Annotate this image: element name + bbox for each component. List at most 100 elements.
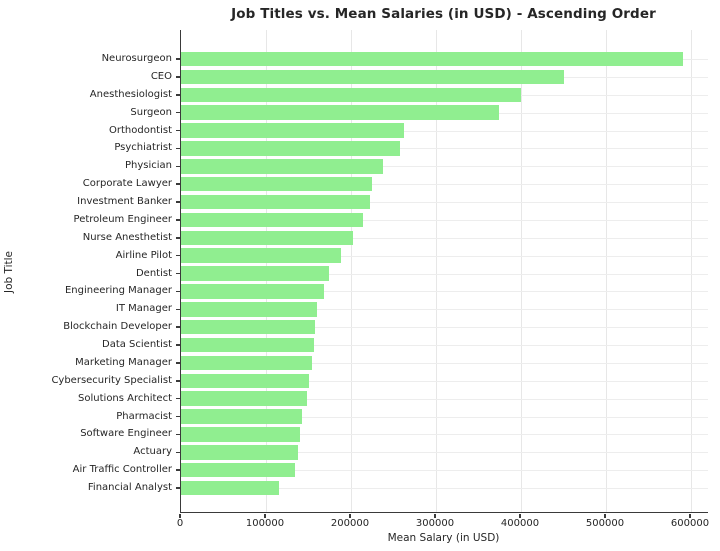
y-tick-label: Data Scientist [102,339,172,350]
bar [181,284,324,299]
y-tick-label: Financial Analyst [87,482,172,493]
bar [181,248,341,263]
gridline-horizontal [181,219,708,221]
y-tick-label: Neurosurgeon [101,53,172,64]
y-tick-mark [176,397,180,400]
bar [181,159,384,174]
y-tick-mark [176,165,180,167]
gridline-vertical [521,30,522,512]
y-tick-label: Petroleum Engineer [73,213,172,225]
y-tick-mark [176,487,180,489]
y-tick-mark [176,415,180,418]
bar [181,445,299,460]
gridline-horizontal [181,273,708,275]
gridline-horizontal [181,434,708,436]
bar [181,409,302,424]
y-tick-mark [176,326,180,328]
bar [181,105,499,120]
bar [181,123,404,138]
gridline-vertical [606,30,607,512]
bar [181,355,312,371]
y-tick-mark [176,76,180,78]
x-axis-label: Mean Salary (in USD) [387,532,500,544]
gridline-vertical [691,30,692,512]
y-tick-label: Dentist [135,267,172,279]
y-tick-mark [176,183,180,185]
y-tick-label: Anesthesiologist [89,88,172,100]
y-tick-label: Pharmacist [116,410,172,422]
y-tick-label: Air Traffic Controller [72,464,172,476]
bar [181,462,295,478]
y-tick-label: Nurse Anesthetist [82,231,172,243]
y-tick-mark [176,58,180,60]
gridline-horizontal [181,255,708,257]
plot-area [180,30,708,513]
y-tick-label: Actuary [133,446,172,458]
gridline-horizontal [181,416,708,418]
bar [181,373,309,388]
x-tick-mark [604,513,606,518]
gridline-horizontal [181,362,708,364]
x-tick-mark [519,513,521,518]
gridline-horizontal [181,309,708,311]
y-tick-label: Orthodontist [109,124,172,136]
y-tick-mark [176,237,180,239]
y-tick-label: Airline Pilot [115,249,172,261]
x-tick-label: 300000 [415,518,455,529]
gridline-horizontal [181,166,708,168]
bar [181,212,363,228]
y-tick-mark [176,254,180,257]
y-tick-mark [176,290,180,293]
gridline-horizontal [181,291,708,293]
gridline-horizontal [181,184,708,186]
y-tick-mark [176,147,180,150]
bar [181,69,564,85]
x-tick-label: 200000 [330,518,370,529]
y-tick-label: Software Engineer [80,428,172,440]
y-axis-label: Job Title [3,250,15,294]
bar [181,480,279,496]
y-tick-label: Solutions Architect [78,392,172,404]
bar [181,427,300,442]
bar [181,266,329,281]
bar [181,337,314,353]
gridline-horizontal [181,398,708,400]
y-tick-label: Surgeon [130,106,172,118]
x-tick-mark [179,513,181,518]
x-tick-label: 600000 [670,518,710,529]
y-tick-mark [176,94,180,96]
bar [181,51,683,67]
y-tick-label: Corporate Lawyer [82,178,172,190]
gridline-horizontal [181,345,708,346]
y-tick-mark [176,111,180,114]
bar [181,391,307,406]
x-tick-mark [264,513,266,518]
y-tick-mark [176,469,180,471]
x-tick-label: 400000 [500,518,540,529]
y-tick-label: Marketing Manager [75,356,172,368]
y-tick-label: CEO [150,70,172,82]
chart-title: Job Titles vs. Mean Salaries (in USD) - … [231,6,656,22]
bar [181,302,317,317]
gridline-horizontal [181,202,708,203]
gridline-horizontal [181,452,708,454]
x-tick-label: 500000 [585,518,625,529]
y-tick-mark [176,308,180,310]
y-tick-mark [176,362,180,364]
y-tick-mark [176,272,180,275]
bar [181,176,373,192]
x-tick-mark [349,513,351,518]
y-tick-label: Investment Banker [77,196,172,207]
y-tick-mark [176,129,180,132]
y-tick-label: Psychiatrist [114,142,172,154]
gridline-horizontal [181,327,708,329]
y-tick-mark [176,219,180,221]
bar [181,87,521,102]
bar [181,141,401,156]
y-tick-label: Cybersecurity Specialist [51,374,172,386]
gridline-horizontal [181,470,708,472]
bar [181,194,370,210]
gridline-horizontal [181,130,708,132]
x-tick-mark [689,513,691,518]
